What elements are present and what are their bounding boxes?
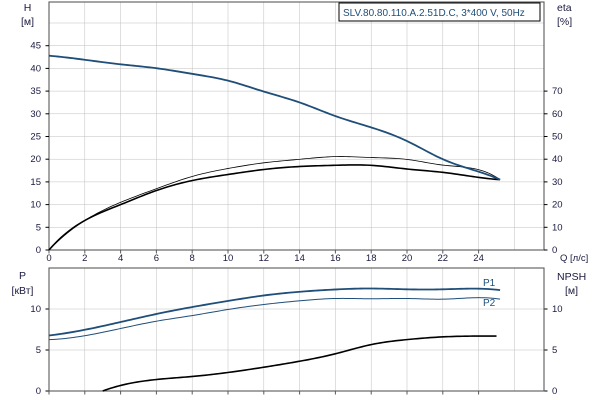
svg-text:45: 45 xyxy=(30,41,41,52)
svg-text:0: 0 xyxy=(36,386,41,397)
svg-text:[м]: [м] xyxy=(565,285,578,297)
svg-text:0: 0 xyxy=(552,386,557,397)
svg-text:[%]: [%] xyxy=(557,16,572,28)
svg-text:8: 8 xyxy=(190,253,195,264)
svg-text:5: 5 xyxy=(36,345,41,356)
svg-text:4: 4 xyxy=(118,253,123,264)
svg-text:0: 0 xyxy=(552,245,557,256)
svg-text:12: 12 xyxy=(259,253,270,264)
svg-text:14: 14 xyxy=(294,253,305,264)
svg-text:20: 20 xyxy=(30,154,41,165)
svg-text:50: 50 xyxy=(552,132,563,143)
svg-text:P: P xyxy=(19,270,26,282)
svg-text:40: 40 xyxy=(552,154,563,165)
svg-text:eta: eta xyxy=(557,2,572,14)
svg-text:P2: P2 xyxy=(483,298,496,309)
svg-text:P1: P1 xyxy=(483,278,496,289)
svg-text:6: 6 xyxy=(154,253,159,264)
svg-text:10: 10 xyxy=(223,253,234,264)
svg-text:40: 40 xyxy=(30,63,41,74)
svg-text:16: 16 xyxy=(330,253,341,264)
svg-text:18: 18 xyxy=(366,253,377,264)
svg-text:0: 0 xyxy=(36,245,41,256)
svg-text:22: 22 xyxy=(438,253,449,264)
svg-text:20: 20 xyxy=(402,253,413,264)
svg-text:30: 30 xyxy=(552,177,563,188)
svg-text:70: 70 xyxy=(552,86,563,97)
svg-text:30: 30 xyxy=(30,109,41,120)
svg-text:10: 10 xyxy=(30,200,41,211)
svg-text:SLV.80.80.110.A.2.51D.C, 3*400: SLV.80.80.110.A.2.51D.C, 3*400 V, 50Hz xyxy=(343,8,525,19)
svg-text:10: 10 xyxy=(552,304,563,315)
svg-text:[кВт]: [кВт] xyxy=(12,285,34,297)
svg-text:2: 2 xyxy=(82,253,87,264)
svg-text:24: 24 xyxy=(473,253,484,264)
svg-text:Q [л/с]: Q [л/с] xyxy=(560,253,588,264)
svg-text:25: 25 xyxy=(30,132,41,143)
svg-text:10: 10 xyxy=(552,222,563,233)
svg-text:60: 60 xyxy=(552,109,563,120)
svg-text:H: H xyxy=(24,2,32,14)
svg-text:35: 35 xyxy=(30,86,41,97)
svg-text:15: 15 xyxy=(30,177,41,188)
svg-text:5: 5 xyxy=(36,222,41,233)
svg-text:[м]: [м] xyxy=(21,16,34,28)
svg-text:20: 20 xyxy=(552,200,563,211)
svg-text:NPSH: NPSH xyxy=(557,271,586,283)
svg-text:0: 0 xyxy=(46,253,51,264)
svg-text:5: 5 xyxy=(552,345,557,356)
svg-text:10: 10 xyxy=(30,304,41,315)
